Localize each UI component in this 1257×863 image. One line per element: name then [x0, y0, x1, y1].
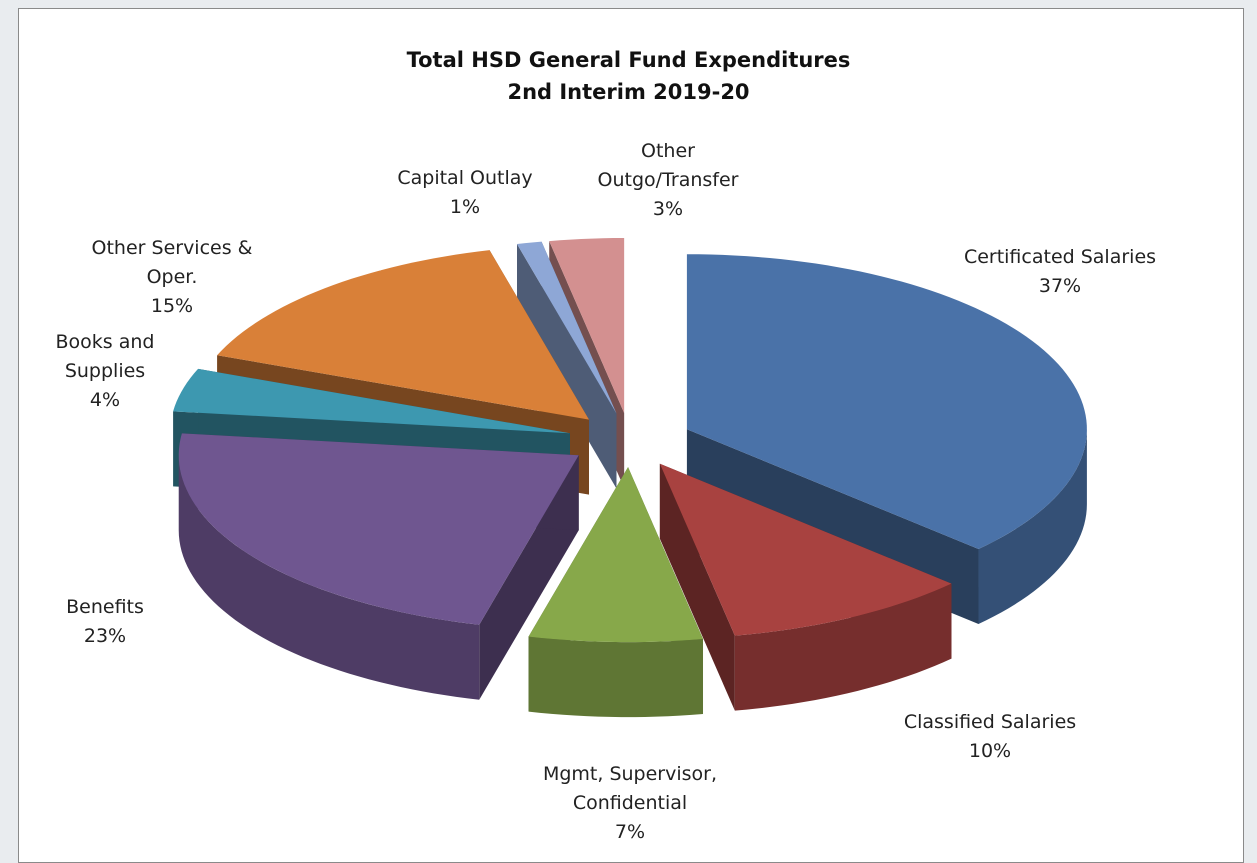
category-label: Benefits [66, 596, 144, 618]
slice-side [734, 583, 952, 711]
data-label: Classified Salaries 10% [890, 708, 1090, 766]
value-label: 10% [968, 740, 1012, 762]
slice [178, 433, 579, 700]
category-label: Other Services & Oper. [91, 237, 253, 288]
data-label: Books and Supplies 4% [45, 328, 165, 415]
data-label: Benefits 23% [45, 593, 165, 651]
value-label: 15% [150, 295, 194, 317]
data-label: Mgmt, Supervisor, Confidential 7% [525, 760, 735, 847]
value-label: 1% [449, 196, 481, 218]
data-label: Other Outgo/Transfer 3% [593, 137, 743, 224]
slice [528, 467, 704, 718]
category-label: Classified Salaries [903, 711, 1077, 733]
value-label: 7% [614, 821, 646, 843]
slice-side [978, 429, 1087, 625]
slice [659, 463, 952, 636]
slice [178, 433, 579, 625]
slice [516, 241, 617, 489]
data-label: Certificated Salaries 37% [930, 243, 1190, 301]
category-label: Capital Outlay [397, 167, 533, 189]
slice [549, 237, 625, 413]
slice-side [528, 636, 704, 718]
value-label: 3% [652, 198, 684, 220]
data-label: Other Services & Oper. 15% [72, 234, 272, 321]
chart-title: Total HSD General Fund Expenditures [406, 48, 851, 72]
slice [528, 467, 704, 643]
slice [516, 241, 617, 414]
chart-subtitle: 2nd Interim 2019-20 [507, 80, 750, 104]
category-label: Mgmt, Supervisor, Confidential [542, 763, 718, 814]
slice-wall [659, 463, 735, 711]
slice [659, 463, 952, 711]
category-label: Other Outgo/Transfer [597, 140, 739, 191]
value-label: 4% [89, 389, 121, 411]
category-label: Books and Supplies [55, 331, 155, 382]
value-label: 37% [1038, 275, 1082, 297]
category-label: Certificated Salaries [963, 246, 1157, 268]
slice [217, 250, 589, 420]
slice [686, 254, 1087, 550]
slice-side [178, 455, 480, 700]
data-label: Capital Outlay 1% [365, 164, 565, 222]
slice [173, 368, 570, 434]
value-label: 23% [83, 625, 127, 647]
chart-title-block: Total HSD General Fund Expenditures 2nd … [0, 44, 1257, 108]
